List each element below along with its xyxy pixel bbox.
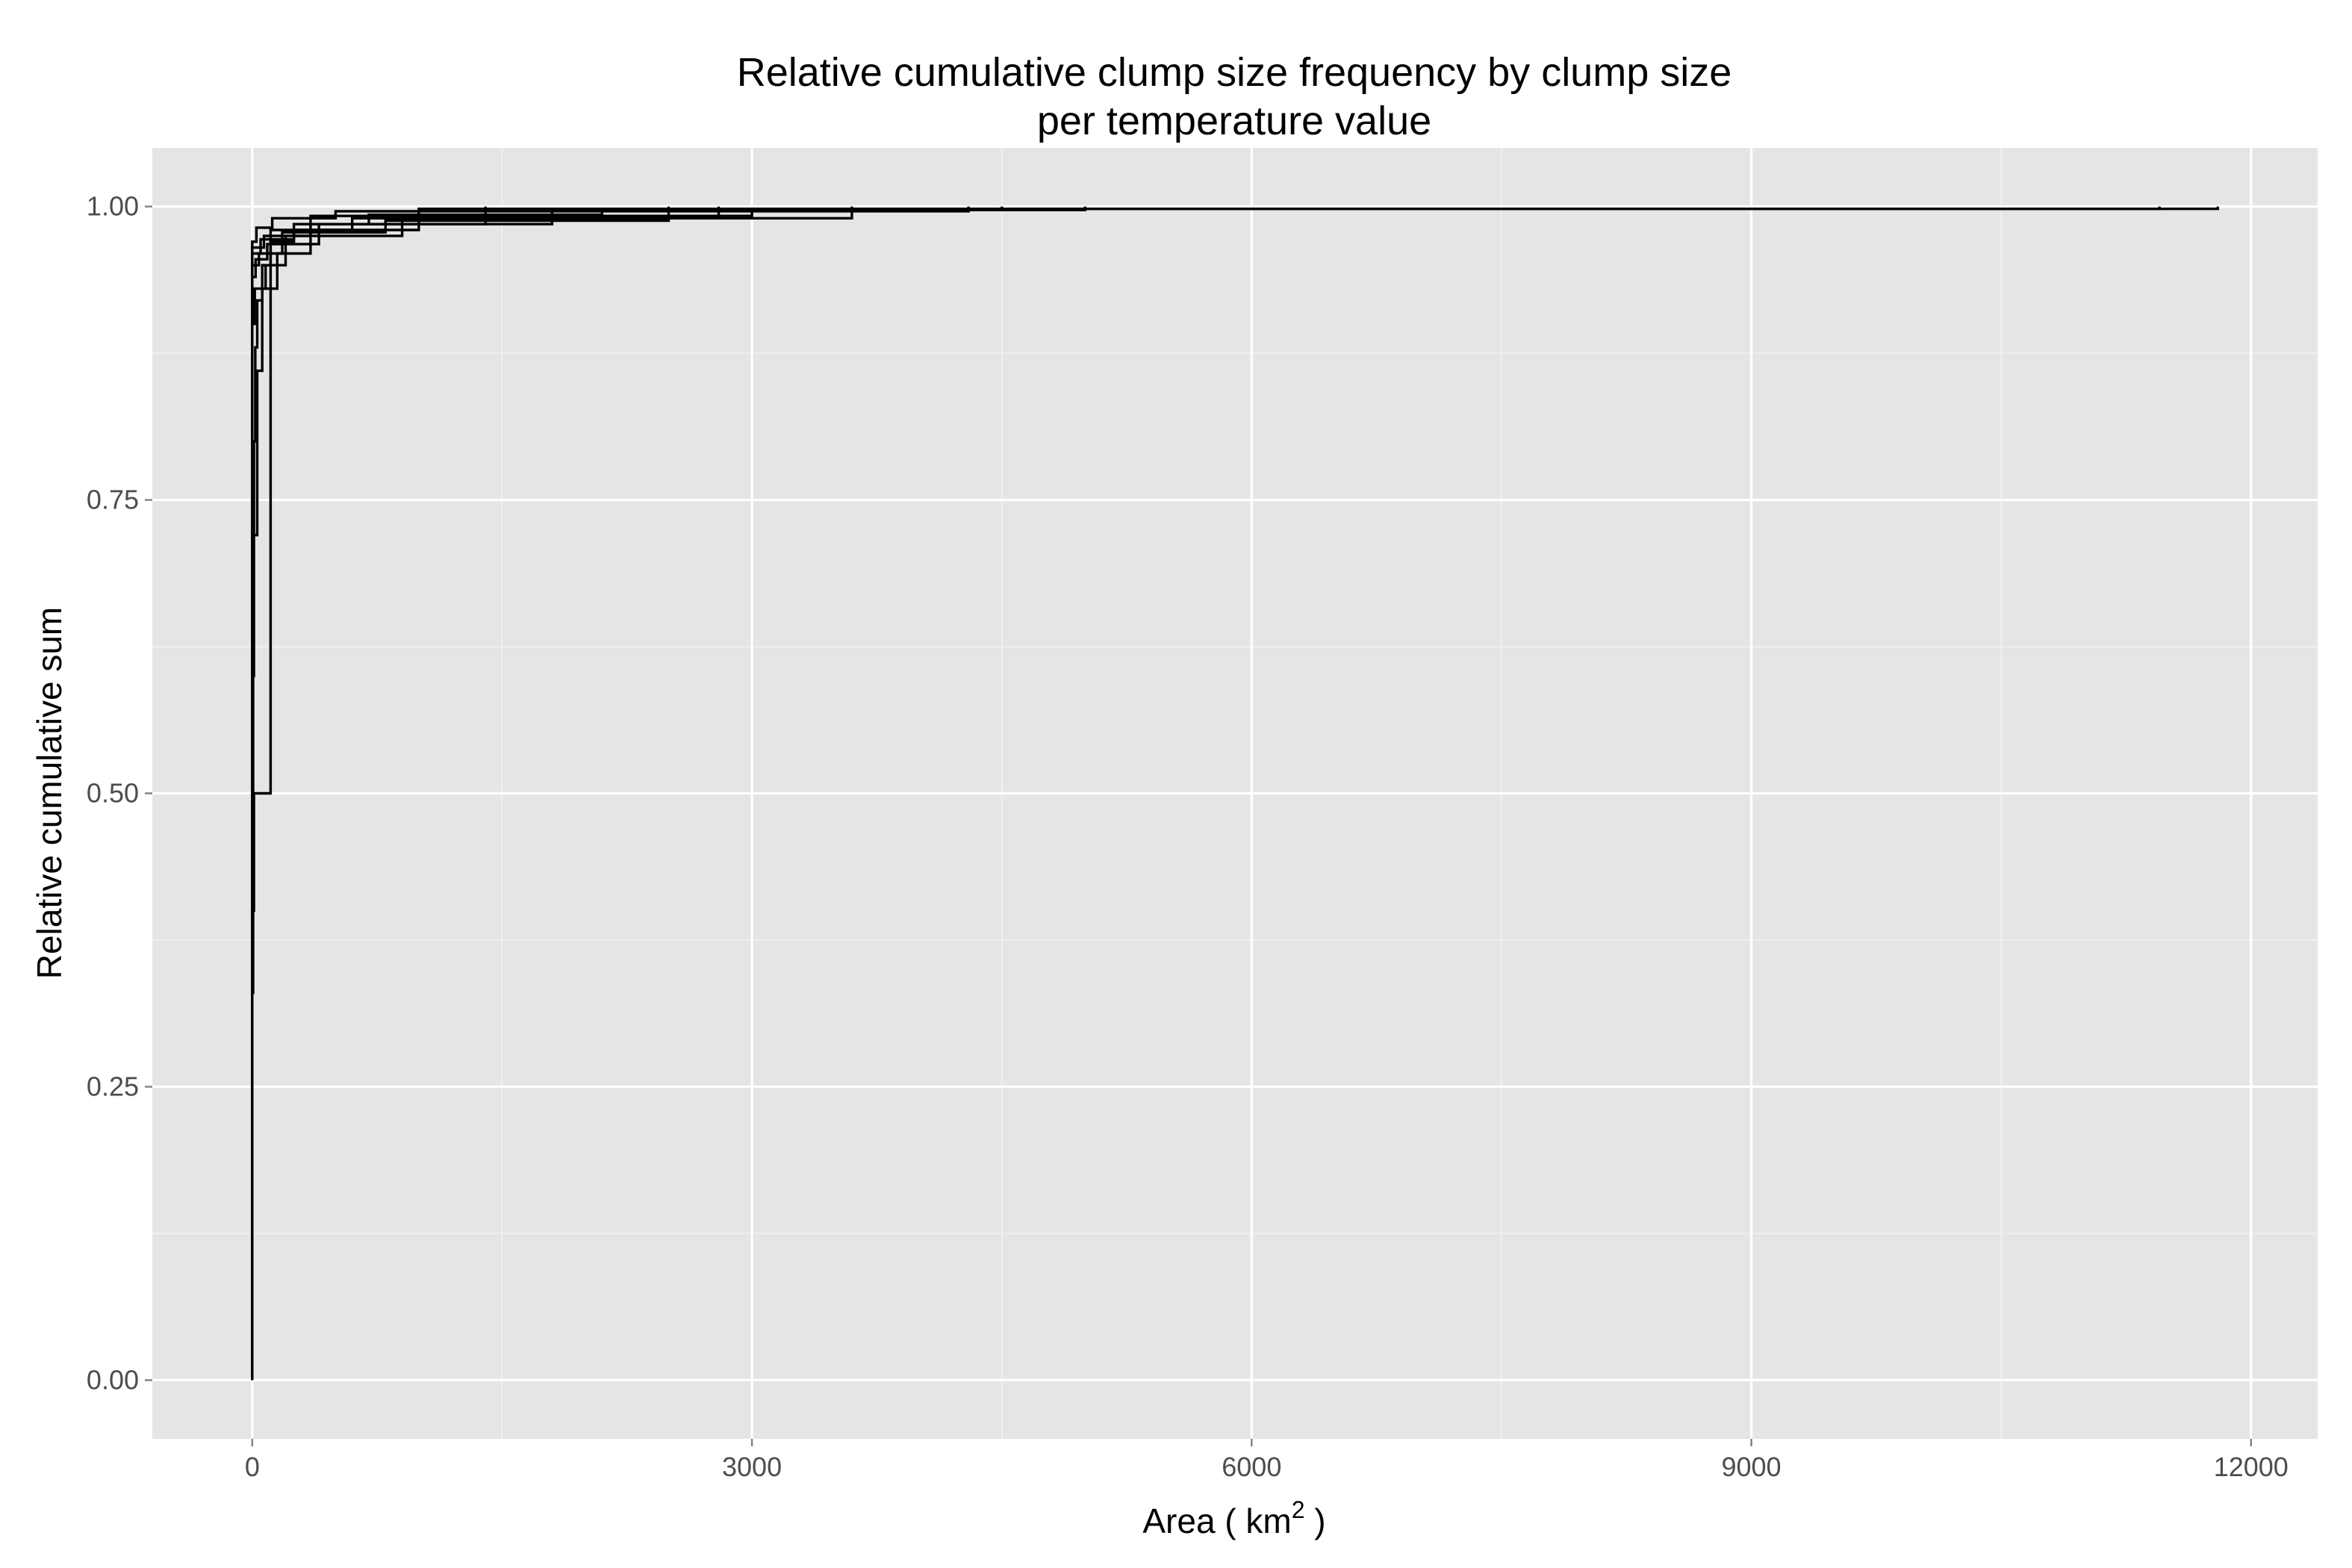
series-layer (251, 206, 2219, 1381)
y-tick-label: 0.75 (87, 485, 139, 515)
x-axis-title-superscript: 2 (1292, 1496, 1305, 1523)
x-tick-label: 12000 (2214, 1452, 2289, 1482)
x-axis: 0 3000 6000 9000 12000 (245, 1439, 2289, 1482)
y-tick-label: 0.00 (87, 1364, 139, 1395)
series-line-8 (251, 206, 671, 1381)
x-tick-label: 3000 (722, 1452, 782, 1482)
y-tick-label: 0.50 (87, 778, 139, 809)
series-line-5 (251, 206, 487, 1381)
x-axis-title-end: ) (1305, 1502, 1326, 1540)
x-tick-label: 6000 (1222, 1452, 1281, 1482)
y-tick-label: 0.25 (87, 1071, 139, 1101)
y-axis: 0.00 0.25 0.50 0.75 1.00 (87, 191, 152, 1395)
x-tick-label: 9000 (1721, 1452, 1781, 1482)
x-axis-title: Area ( km2 ) (1142, 1496, 1325, 1540)
y-tick-label: 1.00 (87, 191, 139, 222)
y-axis-title: Relative cumulative sum (30, 607, 69, 980)
chart-title-line-1: Relative cumulative clump size frequency… (737, 50, 1732, 95)
x-axis-title-text: Area ( km (1142, 1502, 1291, 1540)
x-tick-label: 0 (245, 1452, 260, 1482)
series-line-9 (251, 206, 970, 1381)
chart-title: Relative cumulative clump size frequency… (737, 50, 1732, 143)
chart-title-line-2: per temperature value (1037, 99, 1431, 143)
